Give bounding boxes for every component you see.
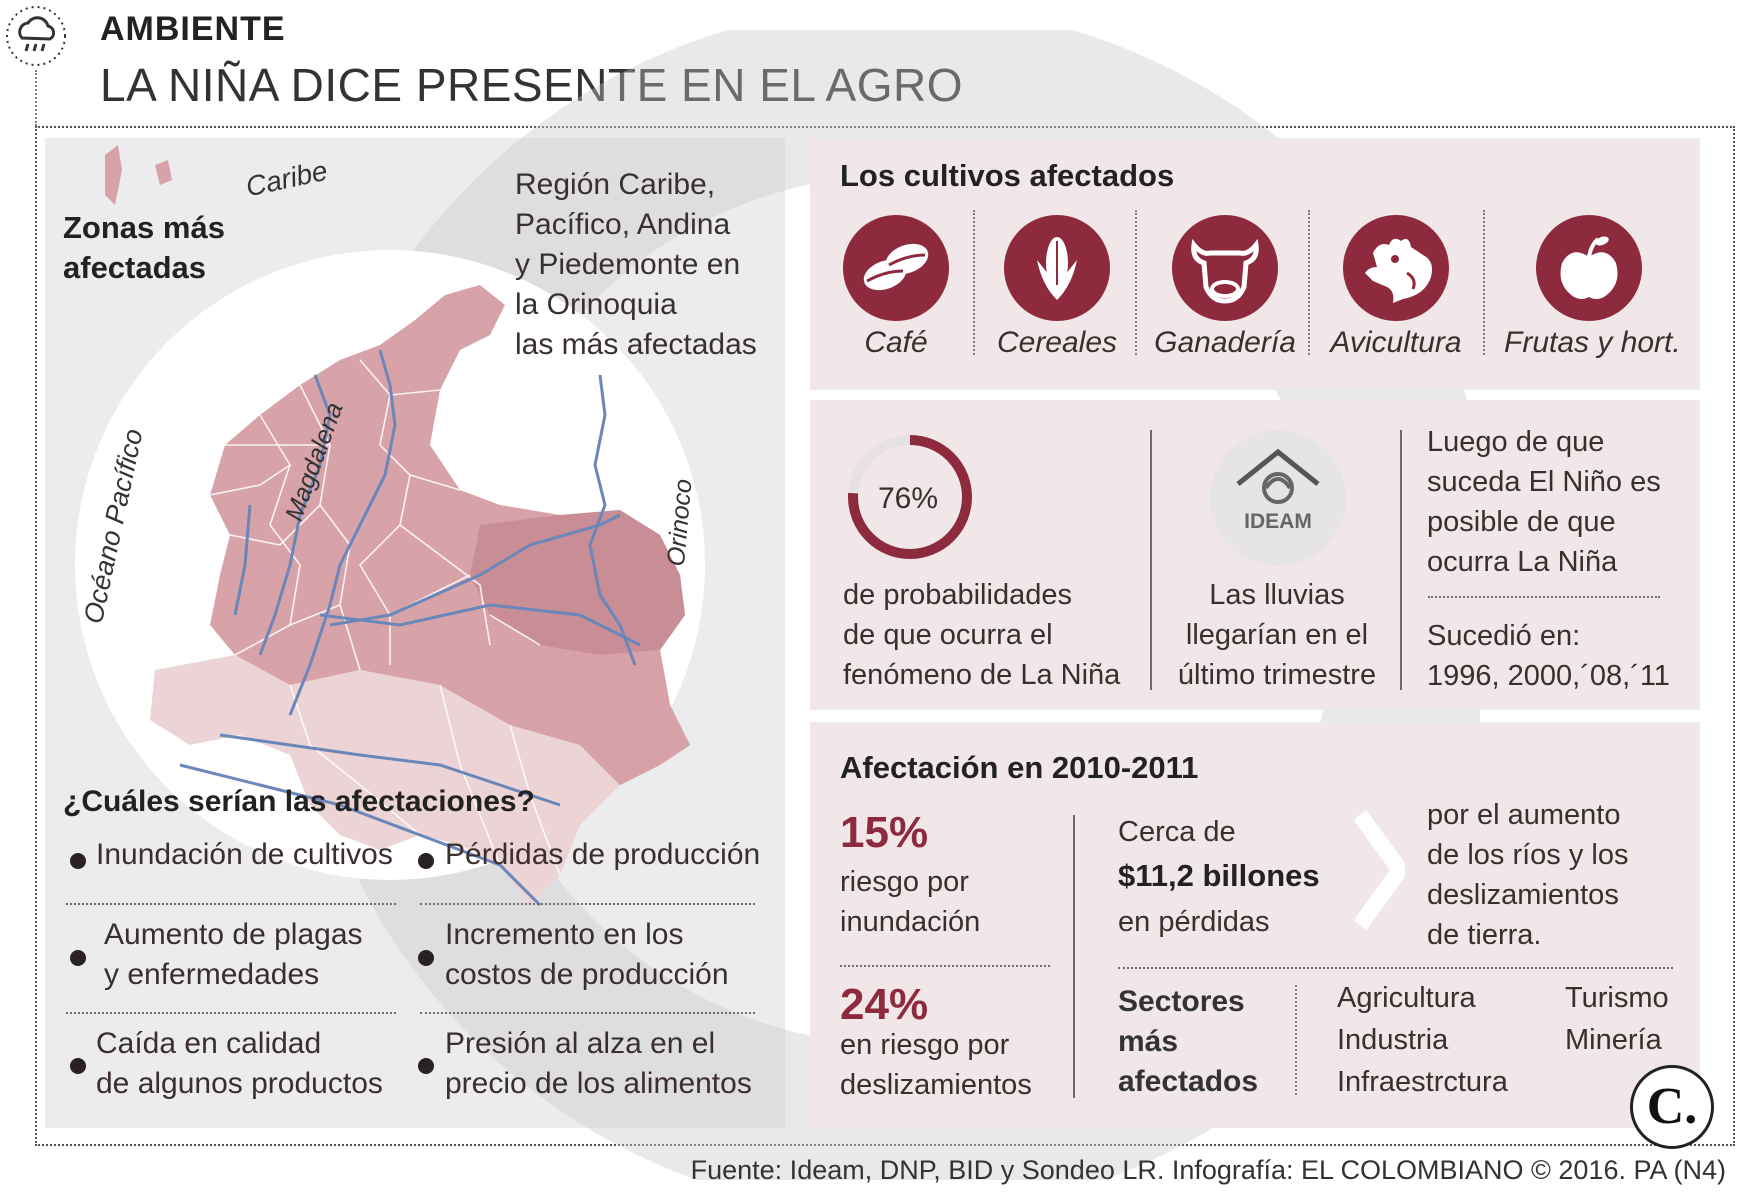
coffee-bean-icon [843,215,949,321]
crops-heading: Los cultivos afectados [840,158,1175,193]
probability-arc [848,435,972,559]
map-heading: Zonas más [63,210,225,245]
sector-turismo: Turismo [1565,982,1669,1014]
bullet-1 [70,853,86,869]
slide-percent: 24% [840,980,929,1029]
corn-icon [1004,215,1110,321]
effect-item-2: Pérdidas de producción [445,838,761,871]
bullet-3 [70,950,86,966]
impact-panel [810,722,1700,1128]
loss-suffix: en pérdidas [1118,906,1270,938]
rain-text-1: Las lluvias [1209,579,1345,611]
map-region-east [470,510,685,655]
map-region-south [150,655,620,905]
sectors-label-2: más [1118,1025,1179,1058]
sector-infraestructura: Infraestrctura [1337,1066,1508,1098]
effect-item-4: Incremento en los [445,918,684,951]
region-text-5: las más afectadas [515,328,757,361]
flood-text-2: inundación [840,906,981,938]
sectors-label-3: afectados [1118,1065,1259,1098]
flood-percent: 15% [840,808,929,857]
effect-item-1: Inundación de cultivos [96,838,393,871]
region-text-2: Pacífico, Andina [515,208,731,241]
map-heading-2: afectadas [63,250,207,285]
apple-icon [1536,215,1642,321]
sector-agricultura: Agricultura [1337,982,1476,1014]
impact-heading: Afectación en 2010-2011 [840,750,1199,785]
logo-letter: C. [1646,1078,1698,1135]
loss-prefix: Cerca de [1118,816,1236,848]
crop-label-frutas: Frutas y hort. [1504,326,1681,359]
sector-mineria: Minería [1565,1024,1662,1056]
page-title: LA NIÑA DICE PRESENTE EN EL AGRO [100,59,964,111]
bullet-4 [418,950,434,966]
chicken-icon [1343,215,1449,321]
cause-text-3: deslizamientos [1427,879,1619,911]
rain-text-2: llegarían en el [1185,619,1369,651]
flood-text-1: riesgo por [840,866,969,898]
weather-icon [4,4,68,68]
probability-value: 76% [878,482,939,515]
effects-heading: ¿Cuáles serían las afectaciones? [63,785,535,818]
loss-amount: $11,2 billones [1118,858,1320,893]
region-text-1: Región Caribe, [515,168,716,201]
crop-label-ganaderia: Ganadería [1154,326,1296,359]
effect-item-3: Aumento de plagas [104,918,363,951]
probability-text-3: fenómeno de La Niña [843,659,1121,691]
effect-item-3b: y enfermedades [104,958,320,991]
happened-years: 1996, 2000,´08,´11 [1427,660,1670,692]
effect-item-6: Presión al alza en el [445,1027,716,1060]
footer-source: Fuente: Ideam, DNP, BID y Sondeo LR. Inf… [690,1155,1726,1185]
ideam-logo: IDEAM [1210,430,1346,566]
probability-donut [845,432,975,562]
section-tag: AMBIENTE [100,10,286,48]
probability-text-1: de probabilidades [843,579,1072,611]
outer-frame [35,126,1735,1146]
happened-label: Sucedió en: [1427,620,1581,652]
rain-text-3: último trimestre [1177,659,1377,691]
crop-label-cereales: Cereales [996,326,1118,359]
after-text-3: posible de que [1427,506,1616,538]
after-text-1: Luego de que [1427,426,1605,458]
probability-text-2: de que ocurra el [843,619,1053,651]
region-text-4: la Orinoquia [515,288,677,321]
effect-item-5b: de algunos productos [96,1067,383,1100]
el-colombiano-logo: C. [1630,1065,1714,1149]
cause-text-1: por el aumento [1427,799,1621,831]
bullet-2 [418,853,434,869]
crop-label-cafe: Café [864,326,928,359]
colombia-map [60,145,780,925]
after-text-2: suceda El Niño es [1427,466,1661,498]
effect-item-4b: costos de producción [445,958,729,991]
bullet-6 [418,1058,434,1074]
effect-item-6b: precio de los alimentos [445,1067,752,1100]
bullet-5 [70,1058,86,1074]
slide-text-1: en riesgo por [840,1029,1010,1061]
sector-industria: Industria [1337,1024,1449,1056]
effect-item-5: Caída en calidad [96,1027,322,1060]
ideam-logo-text: IDEAM [1244,510,1312,533]
sectors-label-1: Sectores [1118,985,1245,1018]
cow-icon [1172,215,1278,321]
after-text-4: ocurra La Niña [1427,546,1618,578]
cause-text-2: de los ríos y los [1427,839,1629,871]
region-text-3: y Piedemonte en [515,248,741,281]
slide-text-2: deslizamientos [840,1069,1032,1101]
crop-label-avicultura: Avicultura [1330,326,1462,359]
cause-text-4: de tierra. [1427,919,1542,951]
arrow-icon [1353,810,1410,930]
